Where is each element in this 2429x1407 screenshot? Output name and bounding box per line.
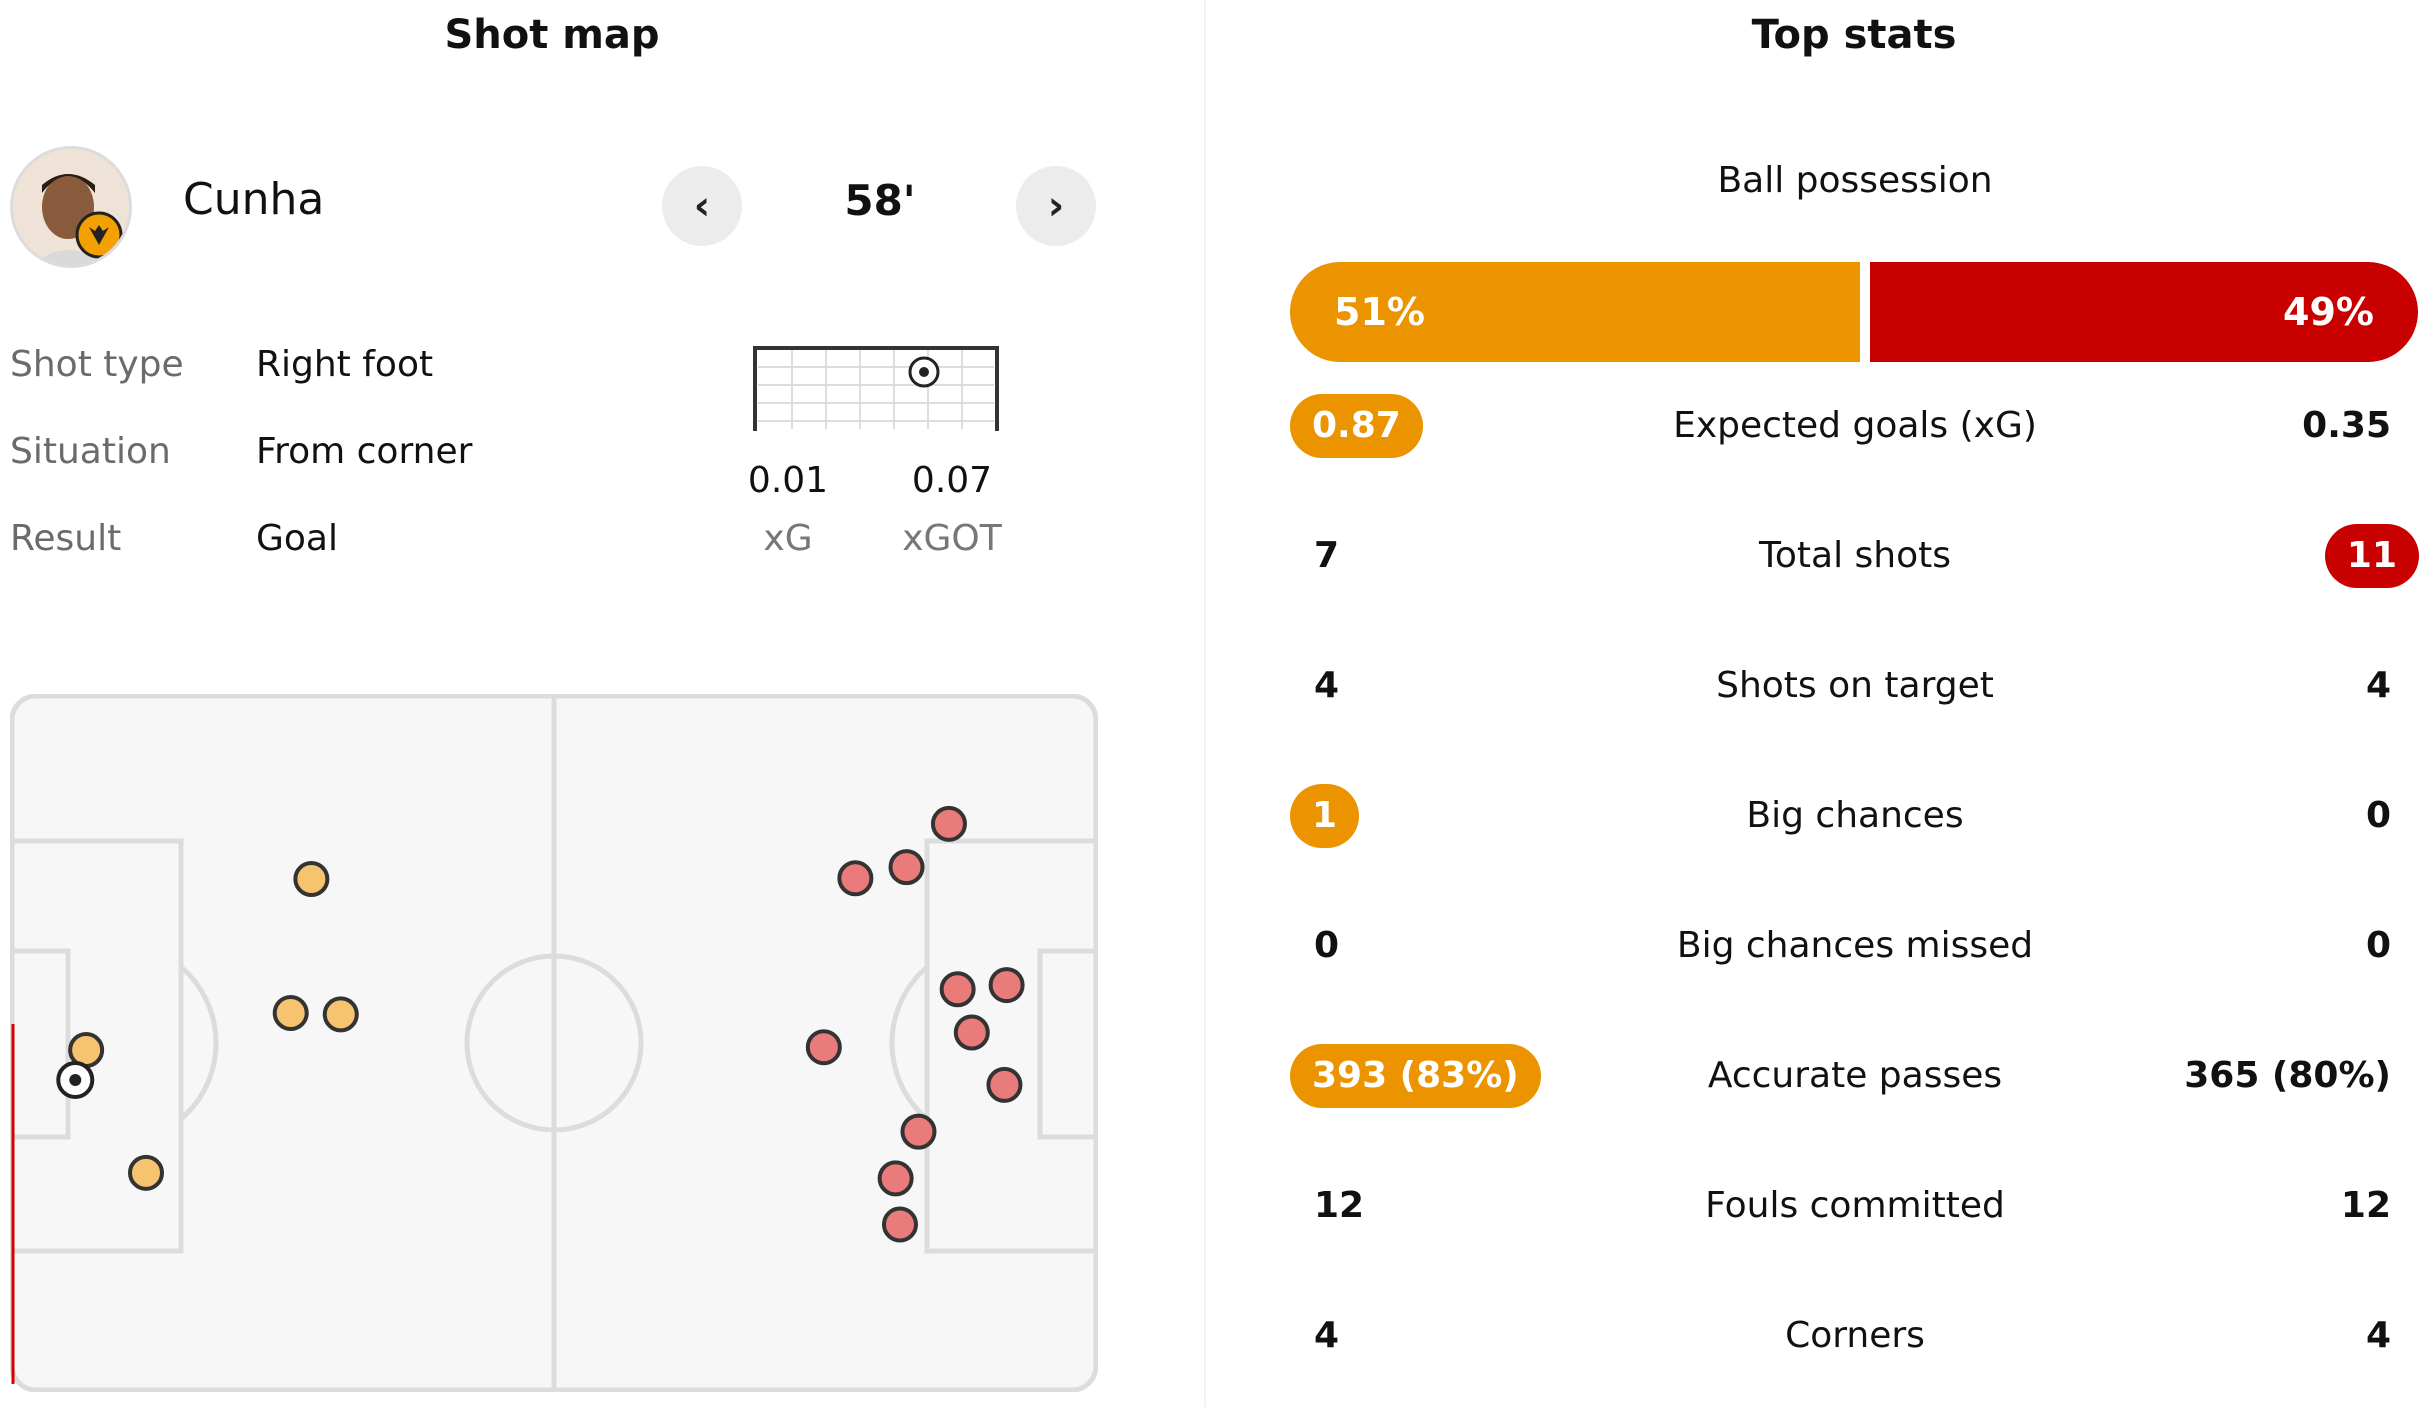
xgot-label: xGOT: [902, 518, 1002, 559]
stat-home-value: 1: [1290, 784, 1360, 848]
detail-value-situation: From corner: [256, 431, 473, 472]
stat-home-value: 393 (83%): [1290, 1044, 1541, 1108]
stat-home-pill: 393 (83%): [1290, 1044, 1541, 1108]
detail-label-situation: Situation: [10, 431, 171, 472]
stat-label: Expected goals (xG): [1673, 405, 2037, 446]
stat-away-value: 0: [2365, 795, 2391, 836]
away-shot-marker[interactable]: [900, 1113, 937, 1150]
away-shot-marker[interactable]: [805, 1029, 842, 1066]
away-shot-marker[interactable]: [939, 971, 976, 1008]
stat-home-pill: 1: [1290, 784, 1360, 848]
player-avatar[interactable]: [10, 146, 132, 268]
next-shot-button[interactable]: ›: [1016, 166, 1096, 246]
home-shot-marker[interactable]: [128, 1154, 164, 1191]
xg-label: xG: [763, 518, 813, 559]
chevron-right-icon: ›: [1047, 183, 1065, 229]
away-shot-marker[interactable]: [888, 849, 925, 886]
goal-frame-diagram: [753, 346, 999, 431]
possession-label: Ball possession: [1717, 160, 1993, 201]
stat-home-pill: 0.87: [1290, 394, 1423, 458]
xgot-value: 0.07: [911, 460, 993, 501]
stat-label: Corners: [1785, 1315, 1925, 1356]
shot-map-pitch[interactable]: [10, 694, 1098, 1392]
stat-label: Big chances missed: [1676, 925, 2034, 966]
away-shot-marker[interactable]: [988, 967, 1025, 1004]
possession-home-bar: 51%: [1290, 262, 1860, 362]
stat-home-value: 7: [1314, 535, 1340, 576]
panel-divider: [1204, 0, 1206, 1407]
stat-home-value: 0: [1314, 925, 1340, 966]
away-shot-marker[interactable]: [881, 1206, 918, 1243]
shot-map-title: Shot map: [444, 12, 660, 58]
stat-home-value: 12: [1314, 1185, 1365, 1226]
player-photo-icon: [13, 149, 129, 265]
previous-shot-button[interactable]: ‹: [662, 166, 742, 246]
stat-away-value: 4: [2365, 1315, 2391, 1356]
home-shot-marker[interactable]: [293, 860, 330, 897]
away-shot-marker[interactable]: [953, 1014, 990, 1051]
stat-away-pill: 11: [2324, 524, 2419, 588]
stat-label: Total shots: [1759, 535, 1951, 576]
possession-away-value: 49%: [2283, 290, 2374, 334]
goal-ball-icon[interactable]: [56, 1060, 95, 1099]
xg-value: 0.01: [747, 460, 829, 501]
stat-label: Accurate passes: [1707, 1055, 2003, 1096]
ball-icon: [908, 356, 940, 388]
away-shot-marker[interactable]: [986, 1066, 1023, 1103]
player-name: Cunha: [183, 174, 325, 225]
away-shot-marker[interactable]: [930, 805, 967, 842]
home-shot-marker[interactable]: [272, 994, 309, 1031]
stat-away-value: 11: [2324, 524, 2419, 588]
stat-label: Big chances: [1746, 795, 1964, 836]
detail-label-result: Result: [10, 518, 122, 559]
detail-value-shot-type: Right foot: [256, 344, 434, 385]
chevron-left-icon: ‹: [693, 183, 711, 229]
possession-away-bar: 49%: [1870, 262, 2418, 362]
top-stats-title: Top stats: [1751, 12, 1957, 58]
stat-label: Fouls committed: [1705, 1185, 2005, 1226]
stat-home-value: 4: [1314, 665, 1340, 706]
stat-home-value: 4: [1314, 1315, 1340, 1356]
stat-away-value: 0.35: [2302, 405, 2391, 446]
detail-value-result: Goal: [256, 518, 338, 559]
home-shot-marker[interactable]: [322, 996, 359, 1033]
stat-away-value: 12: [2340, 1185, 2391, 1226]
stat-home-value: 0.87: [1290, 394, 1423, 458]
detail-label-shot-type: Shot type: [10, 344, 184, 385]
away-shot-marker[interactable]: [877, 1160, 914, 1197]
possession-home-value: 51%: [1334, 290, 1425, 334]
shot-minute: 58': [844, 176, 916, 225]
stat-away-value: 4: [2365, 665, 2391, 706]
stat-away-value: 0: [2365, 925, 2391, 966]
stat-label: Shots on target: [1716, 665, 1994, 706]
away-shot-marker[interactable]: [837, 860, 874, 897]
stat-away-value: 365 (80%): [2184, 1055, 2391, 1096]
